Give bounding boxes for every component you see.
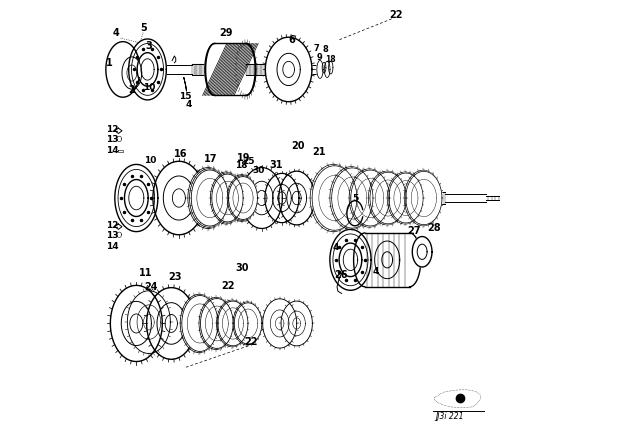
Polygon shape: [310, 164, 356, 232]
Polygon shape: [205, 43, 214, 95]
Text: 20: 20: [291, 141, 305, 151]
Text: 12: 12: [106, 220, 118, 229]
Polygon shape: [322, 62, 326, 73]
Polygon shape: [328, 61, 333, 74]
Polygon shape: [332, 168, 373, 228]
Polygon shape: [182, 296, 218, 351]
Text: 15: 15: [179, 91, 191, 100]
Polygon shape: [265, 173, 299, 223]
Polygon shape: [330, 229, 371, 290]
Polygon shape: [370, 172, 406, 224]
Text: 17: 17: [204, 154, 218, 164]
Text: 18: 18: [235, 161, 248, 170]
Text: 6: 6: [289, 34, 296, 44]
Text: 23: 23: [168, 272, 182, 282]
Polygon shape: [226, 175, 257, 221]
Polygon shape: [200, 298, 233, 349]
Polygon shape: [199, 297, 233, 349]
Polygon shape: [279, 171, 315, 225]
Text: 16: 16: [174, 149, 188, 159]
Text: 29: 29: [220, 28, 233, 38]
Polygon shape: [388, 173, 423, 223]
Text: 22: 22: [389, 10, 403, 20]
Polygon shape: [153, 161, 205, 235]
Polygon shape: [115, 164, 158, 232]
Text: 30: 30: [235, 263, 248, 273]
Polygon shape: [266, 37, 312, 102]
Text: 27: 27: [407, 226, 421, 236]
Polygon shape: [228, 177, 257, 220]
Polygon shape: [404, 170, 442, 226]
Polygon shape: [189, 169, 228, 227]
Polygon shape: [188, 168, 228, 228]
Polygon shape: [262, 299, 297, 348]
Text: 5: 5: [352, 194, 358, 202]
Text: 18: 18: [325, 55, 336, 64]
Polygon shape: [127, 291, 170, 353]
Text: 22: 22: [221, 280, 235, 290]
Polygon shape: [110, 285, 163, 362]
Text: 4: 4: [113, 28, 119, 38]
Text: 30: 30: [252, 166, 264, 175]
Polygon shape: [211, 173, 243, 223]
Polygon shape: [281, 301, 312, 346]
Text: 28: 28: [428, 223, 441, 233]
Text: 10: 10: [145, 156, 157, 165]
Text: 26: 26: [334, 270, 348, 280]
Text: 5: 5: [140, 23, 147, 33]
Text: JJ3i 221: JJ3i 221: [436, 412, 464, 421]
Text: 31: 31: [269, 160, 282, 170]
Text: 13: 13: [106, 231, 118, 240]
Text: 4: 4: [373, 267, 380, 276]
Polygon shape: [406, 171, 442, 225]
Polygon shape: [209, 172, 243, 224]
Text: 21: 21: [312, 146, 325, 156]
Polygon shape: [233, 302, 262, 345]
Polygon shape: [241, 168, 282, 228]
Polygon shape: [312, 166, 357, 230]
Text: 10: 10: [143, 82, 156, 91]
Polygon shape: [387, 172, 423, 224]
Polygon shape: [129, 39, 166, 100]
Polygon shape: [324, 61, 330, 78]
Polygon shape: [191, 170, 228, 226]
Text: 12: 12: [106, 125, 118, 134]
Polygon shape: [412, 237, 432, 267]
Text: 3: 3: [145, 41, 152, 51]
Polygon shape: [349, 169, 389, 227]
Polygon shape: [349, 226, 416, 293]
Text: 7: 7: [314, 43, 319, 52]
Text: 4: 4: [186, 99, 192, 108]
Text: 8: 8: [323, 45, 328, 54]
Text: 4: 4: [333, 243, 339, 252]
Polygon shape: [180, 294, 218, 353]
Text: 24: 24: [145, 282, 158, 292]
Polygon shape: [234, 303, 262, 344]
Text: 13: 13: [106, 135, 118, 144]
Text: 22: 22: [244, 337, 257, 347]
Text: 14: 14: [106, 242, 118, 251]
Polygon shape: [227, 176, 257, 220]
Polygon shape: [147, 288, 196, 359]
Polygon shape: [122, 57, 141, 89]
Polygon shape: [330, 167, 373, 229]
Text: 14: 14: [106, 146, 118, 155]
Polygon shape: [317, 60, 323, 78]
Polygon shape: [369, 171, 406, 225]
Text: 25: 25: [242, 156, 255, 165]
Polygon shape: [351, 170, 390, 226]
Text: 2: 2: [128, 85, 135, 95]
Text: 11: 11: [139, 267, 152, 277]
Polygon shape: [216, 300, 248, 347]
Text: 9: 9: [316, 53, 322, 62]
Text: 19: 19: [237, 153, 251, 163]
Polygon shape: [212, 174, 243, 222]
Text: 1: 1: [106, 58, 113, 68]
Polygon shape: [218, 301, 248, 346]
